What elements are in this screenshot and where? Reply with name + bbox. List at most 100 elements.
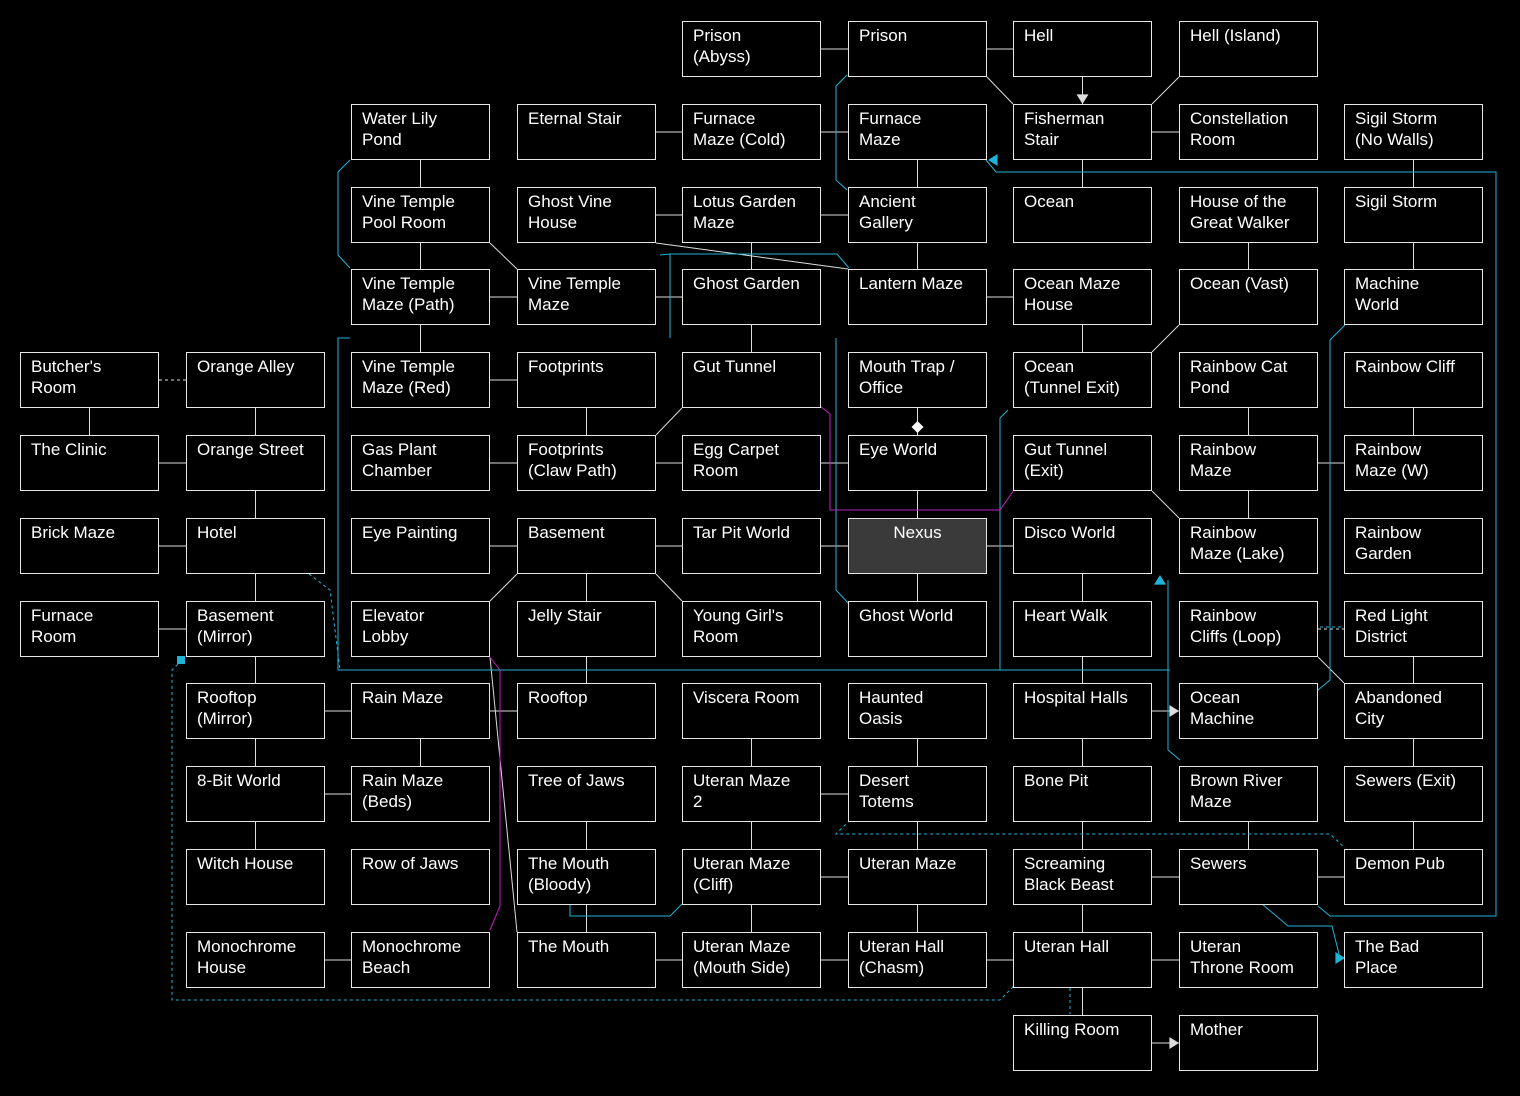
room-uteran-hall: Uteran Hall	[1013, 932, 1152, 988]
room-vine-temple-maze-path: Vine Temple Maze (Path)	[351, 269, 490, 325]
room-hotel: Hotel	[186, 518, 325, 574]
room-basement: Basement	[517, 518, 656, 574]
room-vine-temple-maze: Vine Temple Maze	[517, 269, 656, 325]
room-uteran-throne-room: Uteran Throne Room	[1179, 932, 1318, 988]
room-orange-alley: Orange Alley	[186, 352, 325, 408]
room-ocean-machine: Ocean Machine	[1179, 683, 1318, 739]
room-fisherman-stair: Fisherman Stair	[1013, 104, 1152, 160]
room-abandoned-city: Abandoned City	[1344, 683, 1483, 739]
room-row-of-jaws: Row of Jaws	[351, 849, 490, 905]
room-constellation-room: Constellation Room	[1179, 104, 1318, 160]
room-the-clinic: The Clinic	[20, 435, 159, 491]
room-lantern-maze: Lantern Maze	[848, 269, 987, 325]
room-sigil-storm-no-walls: Sigil Storm (No Walls)	[1344, 104, 1483, 160]
room-sewers-exit: Sewers (Exit)	[1344, 766, 1483, 822]
route-ocean-exit-loop	[999, 409, 1170, 671]
room-sewers: Sewers	[1179, 849, 1318, 905]
room-young-girls-room: Young Girl's Room	[682, 601, 821, 657]
room-eye-world: Eye World	[848, 435, 987, 491]
room-eye-painting: Eye Painting	[351, 518, 490, 574]
diag-rainbow-cliffs-loop-abandoned-city	[1317, 656, 1345, 684]
room-furnace-maze-cold: Furnace Maze (Cold)	[682, 104, 821, 160]
room-tree-of-jaws: Tree of Jaws	[517, 766, 656, 822]
route-sewers-badplace	[1261, 903, 1341, 959]
room-mother: Mother	[1179, 1015, 1318, 1071]
room-haunted-oasis: Haunted Oasis	[848, 683, 987, 739]
arrow-route-furnace	[988, 154, 998, 166]
diag-prison-fisherman-stair	[986, 76, 1014, 105]
room-bone-pit: Bone Pit	[1013, 766, 1152, 822]
route-ghost-lantern	[659, 253, 850, 269]
diag-elevator-lobby-the-mouth	[489, 656, 518, 933]
diag-basement-young-girls-room	[655, 573, 683, 602]
room-house-great-walker: House of the Great Walker	[1179, 187, 1318, 243]
route-brownriver-disco	[1167, 580, 1181, 761]
room-nexus: Nexus	[848, 518, 987, 574]
route-mirror-hall	[171, 659, 1015, 1001]
room-footprints: Footprints	[517, 352, 656, 408]
room-rain-maze-beds: Rain Maze (Beds)	[351, 766, 490, 822]
arrow-hospital-to-ocean-machine	[1169, 705, 1179, 717]
room-ghost-vine-house: Ghost Vine House	[517, 187, 656, 243]
room-egg-carpet-room: Egg Carpet Room	[682, 435, 821, 491]
room-monochrome-beach: Monochrome Beach	[351, 932, 490, 988]
arrow-killing-to-mother	[1169, 1037, 1179, 1049]
room-ocean-vast: Ocean (Vast)	[1179, 269, 1318, 325]
room-red-light-district: Red Light District	[1344, 601, 1483, 657]
diag-basement-elevator-lobby	[489, 573, 518, 602]
room-brick-maze: Brick Maze	[20, 518, 159, 574]
room-rainbow-cat-pond: Rainbow Cat Pond	[1179, 352, 1318, 408]
diag-vine-temple-pool-room-vine-temple-maze	[489, 242, 518, 270]
room-mouth-trap-office: Mouth Trap / Office	[848, 352, 987, 408]
room-uteran-maze-2: Uteran Maze 2	[682, 766, 821, 822]
room-ocean-tunnel-exit: Ocean (Tunnel Exit)	[1013, 352, 1152, 408]
room-orange-street: Orange Street	[186, 435, 325, 491]
room-gas-plant-chamber: Gas Plant Chamber	[351, 435, 490, 491]
room-hell-island: Hell (Island)	[1179, 21, 1318, 77]
room-screaming-black-beast: Screaming Black Beast	[1013, 849, 1152, 905]
arrow-hell-to-fisherman	[1076, 94, 1089, 104]
room-gut-tunnel: Gut Tunnel	[682, 352, 821, 408]
room-gut-tunnel-exit: Gut Tunnel (Exit)	[1013, 435, 1152, 491]
room-water-lily-pond: Water Lily Pond	[351, 104, 490, 160]
room-uteran-maze-mouth-side: Uteran Maze (Mouth Side)	[682, 932, 821, 988]
diag-hell-island-fisherman-stair	[1151, 76, 1180, 105]
diag-ghost-vine-house-lantern-maze	[655, 242, 849, 270]
room-tar-pit-world: Tar Pit World	[682, 518, 821, 574]
room-desert-totems: Desert Totems	[848, 766, 987, 822]
room-uteran-maze-cliff: Uteran Maze (Cliff)	[682, 849, 821, 905]
route-mouth-ghost	[835, 338, 850, 605]
room-furnace-maze: Furnace Maze	[848, 104, 987, 160]
room-ocean-maze-house: Ocean Maze House	[1013, 269, 1152, 325]
diag-gut-tunnel-footprints-claw-path	[655, 407, 683, 436]
room-machine-world: Machine World	[1344, 269, 1483, 325]
room-footprints-claw-path: Footprints (Claw Path)	[517, 435, 656, 491]
room-jelly-stair: Jelly Stair	[517, 601, 656, 657]
room-eternal-stair: Eternal Stair	[517, 104, 656, 160]
room-witch-house: Witch House	[186, 849, 325, 905]
room-ghost-world: Ghost World	[848, 601, 987, 657]
room-heart-walk: Heart Walk	[1013, 601, 1152, 657]
room-ghost-garden: Ghost Garden	[682, 269, 821, 325]
route-furnace-demonpub	[985, 159, 1497, 917]
room-prison: Prison	[848, 21, 987, 77]
room-hell: Hell	[1013, 21, 1152, 77]
room-furnace-room: Furnace Room	[20, 601, 159, 657]
room-rainbow-cliff: Rainbow Cliff	[1344, 352, 1483, 408]
room-rainbow-maze: Rainbow Maze	[1179, 435, 1318, 491]
route-prison-ancient	[835, 74, 848, 191]
route-guttunnel-gutexit	[819, 405, 1015, 511]
room-ocean: Ocean	[1013, 187, 1152, 243]
diag-gut-tunnel-exit-rainbow-maze-lake	[1151, 490, 1180, 519]
route-hotel-rooftop	[308, 573, 341, 671]
room-8-bit-world: 8-Bit World	[186, 766, 325, 822]
arrow-route-badplace	[1335, 952, 1345, 964]
room-uteran-hall-chasm: Uteran Hall (Chasm)	[848, 932, 987, 988]
room-rainbow-cliffs-loop: Rainbow Cliffs (Loop)	[1179, 601, 1318, 657]
route-vine-red-loop	[337, 337, 1000, 671]
room-killing-room: Killing Room	[1013, 1015, 1152, 1071]
room-hospital-halls: Hospital Halls	[1013, 683, 1152, 739]
room-the-mouth: The Mouth	[517, 932, 656, 988]
